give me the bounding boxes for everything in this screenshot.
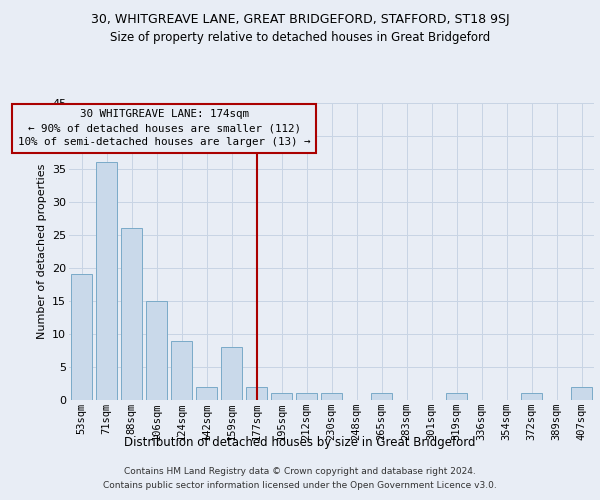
Bar [296,394,317,400]
Text: Distribution of detached houses by size in Great Bridgeford: Distribution of detached houses by size … [124,436,476,449]
Bar [121,228,142,400]
Text: Size of property relative to detached houses in Great Bridgeford: Size of property relative to detached ho… [110,31,490,44]
Y-axis label: Number of detached properties: Number of detached properties [37,164,47,339]
Bar [71,274,92,400]
Bar [146,301,167,400]
Bar [196,387,217,400]
Text: Contains public sector information licensed under the Open Government Licence v3: Contains public sector information licen… [103,482,497,490]
Text: 30, WHITGREAVE LANE, GREAT BRIDGEFORD, STAFFORD, ST18 9SJ: 30, WHITGREAVE LANE, GREAT BRIDGEFORD, S… [91,12,509,26]
Bar [271,394,292,400]
Bar [171,340,192,400]
Bar [246,387,267,400]
Bar [221,347,242,400]
Bar [571,387,592,400]
Bar [96,162,117,400]
Bar [321,394,342,400]
Bar [371,394,392,400]
Text: Contains HM Land Registry data © Crown copyright and database right 2024.: Contains HM Land Registry data © Crown c… [124,467,476,476]
Text: 30 WHITGREAVE LANE: 174sqm
← 90% of detached houses are smaller (112)
10% of sem: 30 WHITGREAVE LANE: 174sqm ← 90% of deta… [18,109,310,147]
Bar [521,394,542,400]
Bar [446,394,467,400]
